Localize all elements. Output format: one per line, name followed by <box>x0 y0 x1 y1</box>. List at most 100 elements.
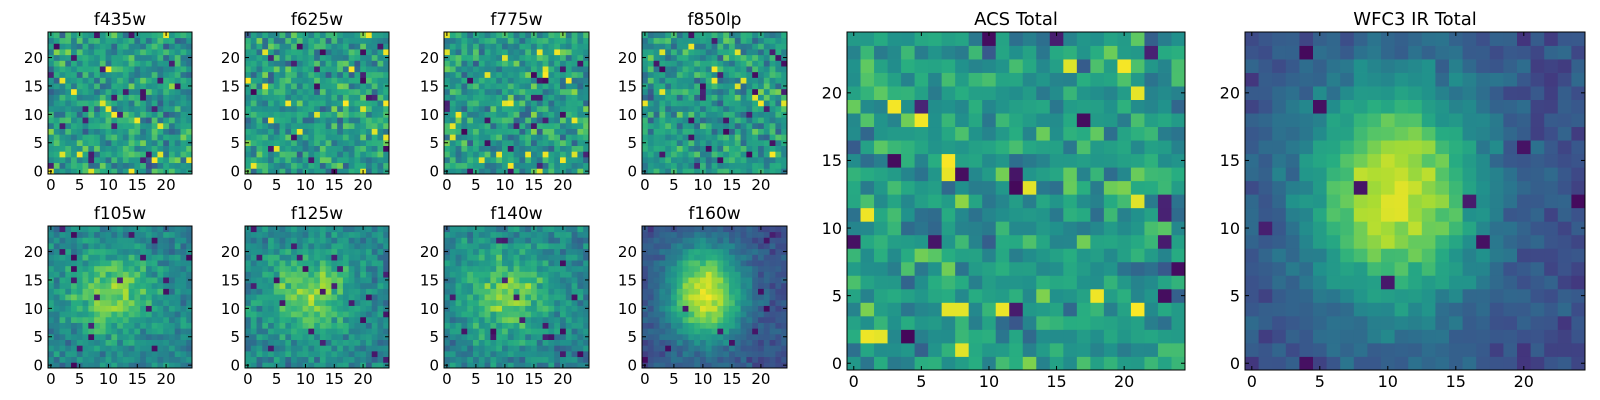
heatmap-cell <box>746 122 753 129</box>
heatmap-cell <box>763 105 770 112</box>
heatmap-cell <box>507 100 514 107</box>
heatmap-cell <box>53 260 60 267</box>
heatmap-cell <box>383 299 390 306</box>
heatmap-cell <box>717 32 724 39</box>
heatmap-cell <box>245 254 252 261</box>
heatmap-cell <box>122 60 130 67</box>
heatmap-cell <box>717 49 724 56</box>
heatmap-cell <box>734 282 741 289</box>
heatmap-cell <box>507 134 514 141</box>
heatmap-cell <box>88 294 95 301</box>
heatmap-cell <box>319 248 327 255</box>
heatmap-cell <box>168 322 176 329</box>
heatmap-cell <box>665 345 672 352</box>
heatmap-cell <box>65 243 72 250</box>
heatmap-cell <box>542 243 549 250</box>
heatmap-cell <box>174 237 181 244</box>
heatmap-cell <box>314 88 321 95</box>
heatmap-cell <box>111 254 118 261</box>
heatmap-cell <box>554 71 561 78</box>
heatmap-cell <box>140 350 147 358</box>
heatmap-cell <box>273 350 280 358</box>
heatmap-cell <box>694 333 701 340</box>
heatmap-cell <box>519 128 526 135</box>
heatmap-cell <box>554 128 561 135</box>
heatmap-cell <box>444 71 451 78</box>
heatmap-cell <box>763 345 770 352</box>
heatmap-cell <box>473 139 480 146</box>
heatmap-cell <box>531 333 538 340</box>
heatmap-cell <box>700 77 707 84</box>
heatmap-cell <box>473 94 480 101</box>
heatmap-cell <box>65 322 72 329</box>
heatmap-cell <box>781 37 788 44</box>
heatmap-cell <box>314 54 321 61</box>
heatmap-cell <box>151 122 158 129</box>
heatmap-cell <box>383 60 390 67</box>
heatmap-cell <box>122 77 130 84</box>
heatmap-cell <box>449 243 456 250</box>
heatmap-cell <box>752 66 759 73</box>
heatmap-cell <box>76 265 83 272</box>
heatmap-cell <box>734 77 741 84</box>
heatmap-cell <box>371 243 378 250</box>
heatmap-cell <box>273 254 280 261</box>
heatmap-cell <box>128 299 135 306</box>
heatmap-cell <box>122 43 130 50</box>
heatmap-cell <box>348 271 355 278</box>
heatmap-cell <box>342 226 350 233</box>
heatmap-cell <box>659 122 666 129</box>
heatmap-cell <box>296 71 303 78</box>
heatmap-cell <box>319 60 327 67</box>
heatmap-cell <box>519 294 526 301</box>
heatmap-cell <box>383 162 390 169</box>
heatmap-cell <box>331 139 338 146</box>
heatmap-cell <box>319 128 327 135</box>
heatmap-cell <box>583 271 590 278</box>
heatmap-cell <box>117 362 124 369</box>
heatmap-cell <box>296 156 303 164</box>
heatmap-cell <box>71 32 78 39</box>
heatmap-cell <box>174 117 181 124</box>
heatmap-cell <box>314 94 321 101</box>
heatmap-cell <box>262 362 269 369</box>
heatmap-cell <box>513 260 520 267</box>
heatmap-cell <box>314 277 321 284</box>
heatmap-cell <box>250 128 257 135</box>
heatmap-cell <box>519 88 526 95</box>
heatmap-cell <box>122 100 130 107</box>
heatmap-cell <box>256 345 263 352</box>
heatmap-cell <box>250 105 257 112</box>
heatmap-cell <box>48 37 55 44</box>
heatmap-cell <box>740 328 747 335</box>
heatmap-cell <box>513 339 520 346</box>
heatmap-cell <box>653 60 660 67</box>
heatmap-cell <box>65 356 72 363</box>
heatmap-cell <box>105 54 112 61</box>
heatmap-cell <box>507 54 514 61</box>
heatmap-cell <box>256 77 263 84</box>
heatmap-cell <box>496 162 503 169</box>
heatmap-cell <box>665 100 672 107</box>
heatmap-cell <box>273 94 280 101</box>
heatmap-cell <box>163 60 170 67</box>
heatmap-cell <box>665 105 672 112</box>
heatmap-cell <box>99 105 106 112</box>
heatmap-cell <box>711 339 718 346</box>
heatmap-cell <box>82 311 89 318</box>
heatmap-cell <box>168 248 176 255</box>
heatmap-cell <box>174 66 181 73</box>
heatmap-cell <box>383 88 390 95</box>
heatmap-cell <box>285 134 292 141</box>
heatmap-cell <box>560 60 567 67</box>
heatmap-cell <box>449 117 456 124</box>
heatmap-cell <box>134 37 141 44</box>
heatmap-cell <box>473 356 480 363</box>
heatmap-cell <box>659 77 666 84</box>
heatmap-cell <box>163 105 170 112</box>
heatmap-cell <box>711 328 718 335</box>
heatmap-cell <box>775 105 782 112</box>
heatmap-cell <box>444 66 451 73</box>
heatmap-cell <box>94 362 101 369</box>
